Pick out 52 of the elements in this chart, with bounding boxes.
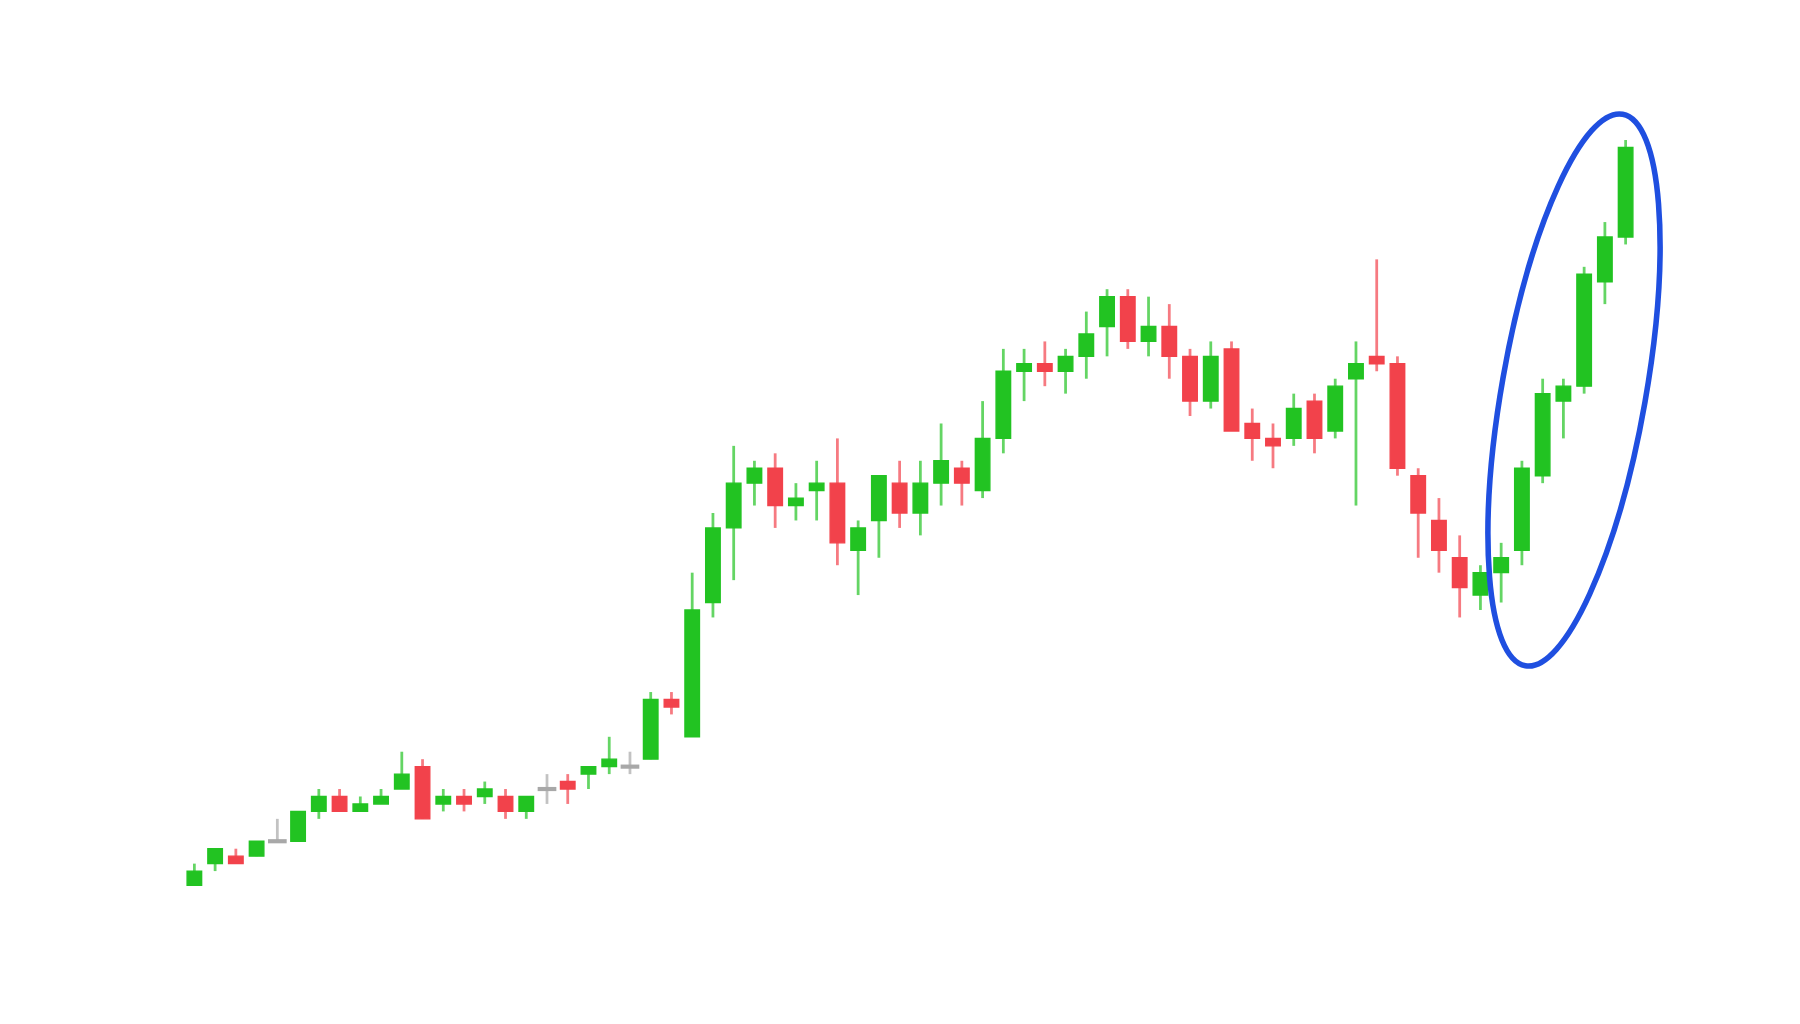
candlestick <box>663 690 680 716</box>
candlestick <box>518 795 535 821</box>
candlestick <box>953 459 970 507</box>
candlestick <box>1099 287 1116 358</box>
candlestick <box>1244 407 1261 463</box>
candlestick <box>1555 377 1572 440</box>
candlestick <box>435 787 452 813</box>
candlestick <box>331 787 348 813</box>
candlestick <box>850 519 867 597</box>
candlestick <box>1140 295 1157 358</box>
candlestick <box>808 459 825 522</box>
candlestick <box>1410 466 1427 560</box>
candlestick <box>787 481 804 522</box>
candlestick <box>891 459 908 530</box>
candlestick <box>620 750 640 776</box>
candlestick <box>1036 340 1053 388</box>
candlestick <box>601 735 618 776</box>
candlestick <box>1596 220 1613 306</box>
candlestick <box>1265 422 1281 470</box>
candlestick <box>1348 340 1364 507</box>
candlestick <box>1306 392 1323 455</box>
candlestick <box>1451 533 1468 619</box>
candlestick <box>1493 541 1510 604</box>
candlestick <box>767 451 784 530</box>
candlestick <box>290 810 307 842</box>
candlestick <box>537 772 557 806</box>
candlestick <box>1016 347 1033 403</box>
candlestick <box>1202 340 1219 410</box>
candlestick <box>580 765 597 791</box>
candlestick <box>1078 310 1095 381</box>
candlestick <box>1119 287 1136 351</box>
candlestick <box>870 474 887 560</box>
candlestick <box>476 780 493 806</box>
candlestick <box>207 847 224 873</box>
candlestick <box>1472 563 1489 612</box>
candlestick <box>1430 496 1447 575</box>
candlestick <box>1285 392 1302 448</box>
candlestick <box>267 817 287 844</box>
candlestick <box>1161 302 1178 381</box>
candlestick <box>1182 347 1198 418</box>
candlestick <box>725 444 742 582</box>
candlestick <box>559 772 576 806</box>
candlestick <box>497 787 514 821</box>
candlestick <box>1057 347 1074 396</box>
candlestick <box>746 459 763 507</box>
candlestick <box>393 750 410 791</box>
candlestick <box>310 787 327 821</box>
candlestick <box>1368 257 1385 373</box>
candlestick <box>456 787 472 813</box>
candlestick <box>1327 377 1344 440</box>
candlestick <box>933 422 950 507</box>
candlestick <box>912 459 929 537</box>
